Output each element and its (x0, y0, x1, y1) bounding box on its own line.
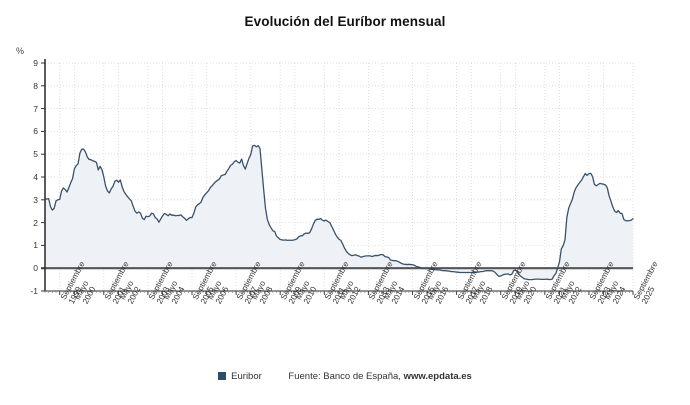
legend-swatch-icon (218, 372, 227, 380)
y-axis-tick-label: 7 (33, 103, 38, 114)
y-axis-tick-label: 9 (33, 58, 38, 68)
y-axis-tick-label: 4 (33, 172, 38, 182)
y-axis-tick-label: 8 (33, 80, 38, 91)
legend-item-euribor: Euribor (218, 371, 262, 382)
source-site-link[interactable]: www.epdata.es (403, 371, 472, 382)
y-axis-tick-label: 0 (33, 263, 38, 274)
source-note: Fuente: Banco de España, www.epdata.es (288, 371, 471, 382)
y-axis-tick-label: 6 (33, 126, 38, 137)
y-axis-tick-label: -1 (30, 286, 38, 296)
y-axis-tick-label: 3 (33, 194, 38, 205)
source-prefix: Fuente: Banco de España, (288, 371, 404, 382)
page-title: Evolución del Euríbor mensual (244, 14, 446, 29)
legend-series-label: Euribor (231, 371, 262, 382)
y-axis-unit-label: % (16, 46, 25, 56)
chart-legend: Euribor Fuente: Banco de España, www.epd… (0, 371, 690, 382)
y-axis-tick-label: 5 (33, 149, 38, 160)
y-axis-tick-label: 1 (33, 240, 38, 251)
y-axis-tick-label: 2 (33, 217, 38, 228)
